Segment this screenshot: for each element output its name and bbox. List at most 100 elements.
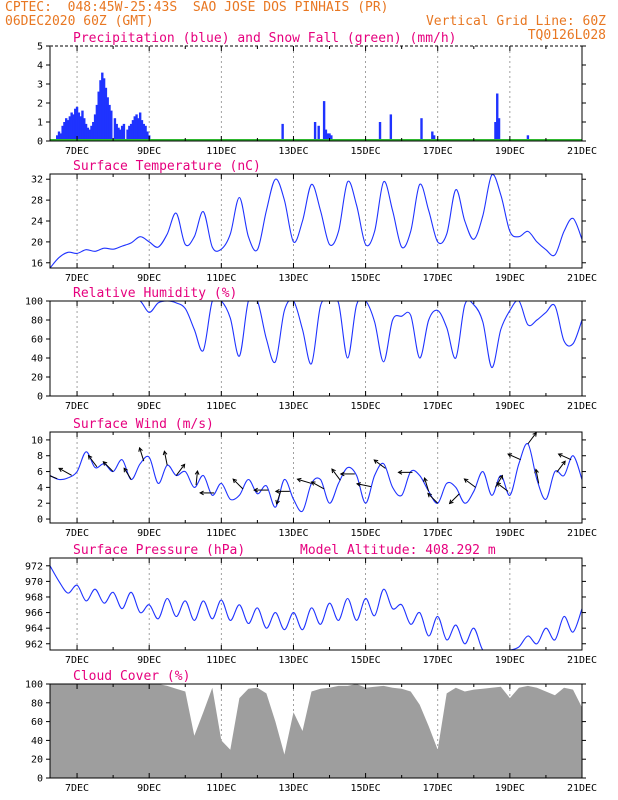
y-tick-label: 0 (37, 392, 43, 403)
temperature-panel: Surface Temperature (nC) 16 20 24 28 32 7DEC 9D… (31, 159, 597, 284)
x-tick-label: 17DEC (423, 273, 453, 284)
wind-arrow (58, 467, 72, 476)
plot-frame (49, 173, 583, 269)
wind-arrow (87, 454, 98, 468)
plot-frame (49, 300, 583, 397)
precipitation-bar (317, 125, 320, 141)
x-tick-label: 13DEC (278, 146, 308, 157)
x-tick-label: 9DEC (137, 401, 161, 412)
wind-arrow (557, 453, 572, 461)
wind-arrow (175, 463, 186, 476)
y-tick-label: 16 (31, 258, 43, 269)
precipitation-bar (77, 112, 81, 141)
wind-arrow (463, 478, 476, 488)
wind-arrow (448, 493, 460, 505)
precipitation-bar (65, 118, 68, 141)
precipitation-bar (92, 122, 95, 141)
precipitation-bar (110, 110, 113, 141)
precipitation-bar (324, 129, 328, 141)
precipitation-bar (526, 135, 530, 141)
precipitation-bar (126, 129, 129, 141)
precipitation-bar (420, 118, 423, 141)
header-grid-line: Vertical Grid Line: 60Z (425, 14, 606, 29)
precipitation-bar (72, 114, 75, 141)
x-tick-label: 13DEC (278, 273, 308, 284)
x-tick-label: 15DEC (351, 655, 381, 666)
precipitation-bar (102, 78, 106, 141)
pressure-title: Surface Pressure (hPa) (73, 543, 245, 558)
wind-arrow (496, 482, 509, 492)
x-tick-label: 17DEC (423, 655, 453, 666)
wind-title: Surface Wind (m/s) (73, 417, 214, 432)
precipitation-bar (140, 120, 144, 141)
plot-frame (49, 683, 583, 779)
precipitation-bar (59, 133, 63, 141)
wind-arrow (556, 460, 566, 473)
precipitation-bar (115, 123, 118, 141)
precipitation-bar (83, 118, 86, 141)
precipitation-bar (84, 123, 88, 141)
x-tick-label: 9DEC (137, 655, 161, 666)
precipitation-bar (120, 125, 124, 141)
y-tick-label: 4 (37, 61, 43, 72)
x-tick-label: 7DEC (65, 655, 89, 666)
precipitation-bar (86, 127, 90, 141)
x-tick-label: 9DEC (137, 528, 161, 539)
plot-frame (49, 431, 583, 524)
y-tick-label: 970 (25, 577, 43, 588)
x-tick-label: 17DEC (423, 783, 453, 794)
wind-arrow (253, 487, 269, 493)
x-tick-label: 7DEC (65, 783, 89, 794)
precipitation-bar (79, 116, 82, 141)
wind-panel: Surface Wind (m/s) 0 2 4 6 8 10 7DEC 9DEC 11DEC 13… (31, 417, 597, 539)
precipitation-bar (431, 131, 434, 141)
x-tick-label: 17DEC (423, 401, 453, 412)
y-tick-label: 3 (37, 80, 43, 91)
x-tick-label: 11DEC (206, 146, 236, 157)
precipitation-bar (281, 123, 284, 141)
y-tick-label: 964 (25, 624, 43, 635)
precipitation-bar (497, 118, 501, 141)
x-tick-label: 11DEC (206, 655, 236, 666)
precipitation-bar (70, 112, 73, 141)
y-tick-label: 32 (31, 175, 43, 186)
x-tick-label: 15DEC (351, 783, 381, 794)
x-tick-label: 11DEC (206, 528, 236, 539)
x-tick-label: 7DEC (65, 528, 89, 539)
wind-arrow (296, 477, 312, 484)
precipitation-bar (378, 122, 382, 141)
precipitation-bar (326, 133, 329, 141)
precipitation-title: Precipitation (blue) and Snow Fall (gree… (73, 31, 457, 46)
x-tick-label: 13DEC (278, 401, 308, 412)
precipitation-bar (68, 116, 72, 141)
wind-arrow (397, 470, 413, 475)
x-tick-label: 13DEC (278, 528, 308, 539)
precipitation-bar (57, 131, 61, 141)
precipitation-bar (108, 104, 111, 141)
precipitation-bar (93, 114, 97, 141)
cloud-cover-area (50, 684, 582, 778)
cloud-cover-panel: Cloud Cover (%) 0 20 40 60 80 100 7DEC 9DEC 11DEC… (25, 669, 597, 794)
wind-arrow (102, 461, 114, 472)
x-tick-label: 19DEC (495, 655, 525, 666)
precipitation-bar (322, 101, 326, 141)
model-altitude-label: Model Altitude: 408.292 m (300, 543, 496, 558)
precipitation-bar (81, 110, 84, 141)
x-tick-label: 9DEC (137, 783, 161, 794)
header-run-time: 06DEC2020 60Z (GMT) (5, 14, 154, 29)
y-tick-label: 80 (31, 698, 43, 709)
wind-arrow (199, 490, 215, 496)
precipitation-bar (113, 118, 117, 141)
x-tick-label: 15DEC (351, 401, 381, 412)
precipitation-bar (146, 131, 149, 141)
precipitation-bar (122, 123, 126, 141)
wind-arrow (534, 468, 540, 484)
x-tick-label: 13DEC (278, 783, 308, 794)
precipitation-bar (106, 97, 109, 141)
wind-arrow (138, 446, 145, 462)
wind-arrow (123, 467, 132, 480)
header-model-id: TQ0126L028 (527, 28, 606, 43)
precipitation-bar (432, 135, 436, 141)
pressure-line (50, 565, 582, 650)
